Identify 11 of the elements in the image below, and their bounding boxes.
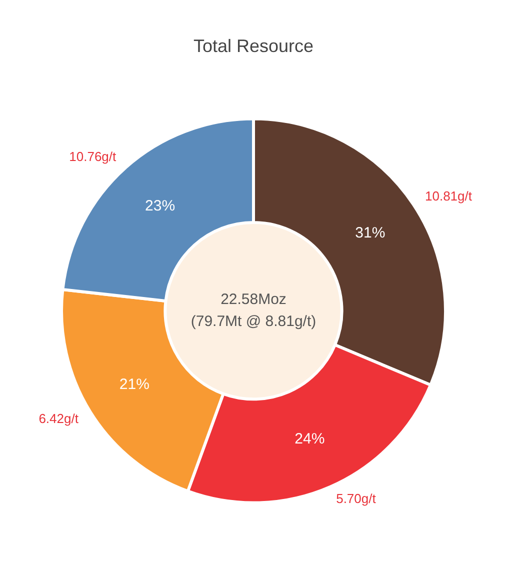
slice-label: 10.81g/t [425,188,472,204]
data-label: 21% [119,376,150,393]
slice-label: 10.76g/t [69,148,117,164]
text: 22.58Moz [220,290,286,308]
text: (79.7Mt @ 8.81g/t) [190,312,316,330]
data-label: 24% [294,430,325,448]
data-label: 31% [355,224,386,242]
slice-label: 5.70g/t [336,491,376,506]
data-label: 23% [145,197,176,214]
slice-label: 6.42g/t [38,410,79,426]
chart-title: Total Resource [193,36,314,56]
